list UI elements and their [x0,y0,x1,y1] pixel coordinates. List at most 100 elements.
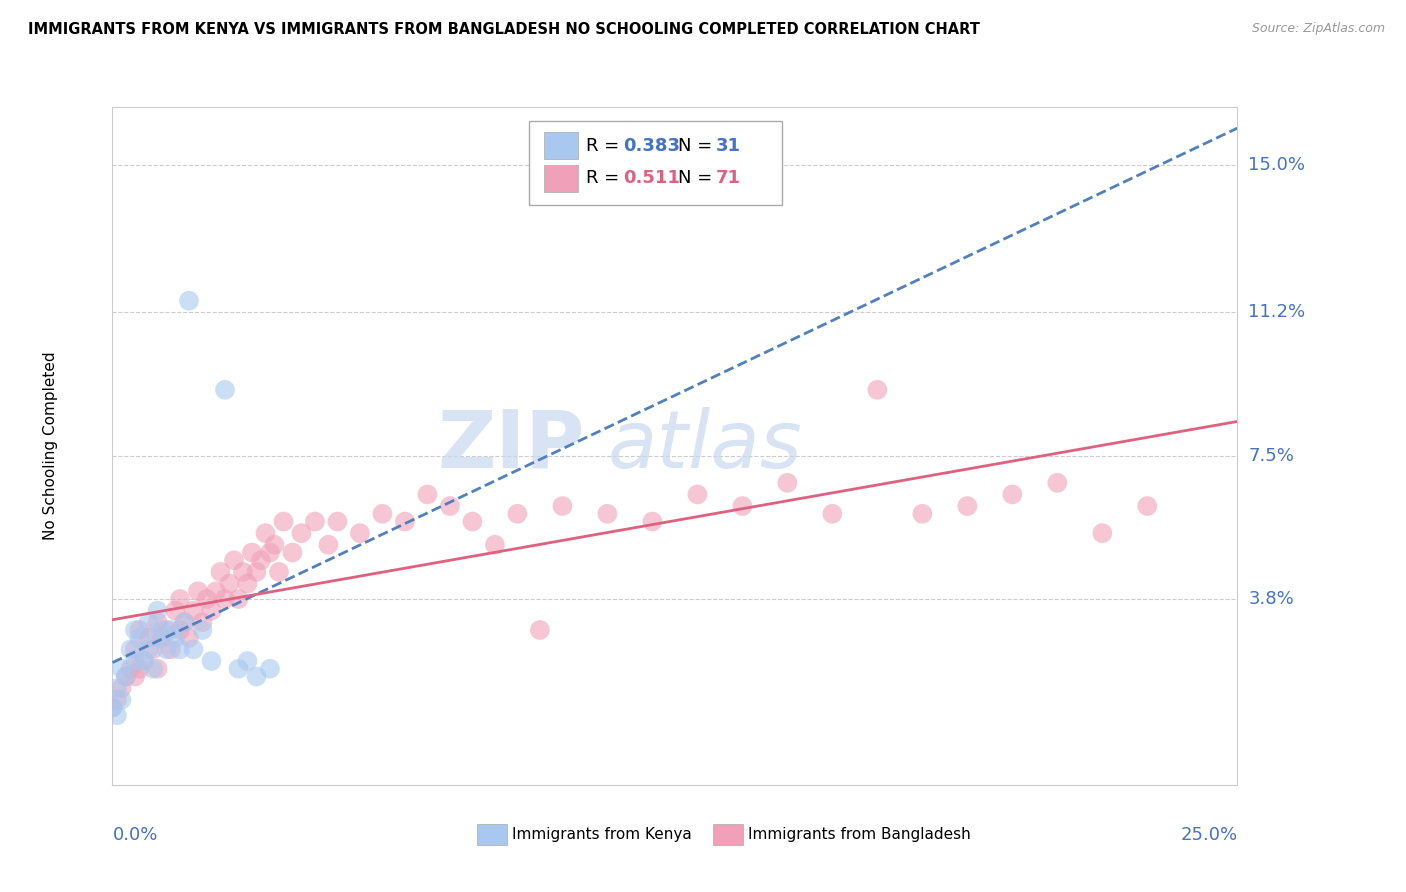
Point [146,615,169,630]
Point [110,681,132,695]
Text: 7.5%: 7.5% [1249,447,1295,465]
Point [160,623,183,637]
Point [160,642,183,657]
Point [214,592,236,607]
Point [641,515,664,529]
Point [191,623,214,637]
FancyBboxPatch shape [529,120,782,205]
Point [731,499,754,513]
Point [529,623,551,637]
Point [304,515,326,529]
Point [911,507,934,521]
Point [776,475,799,490]
Point [1136,499,1159,513]
Point [259,662,281,676]
Point [124,669,146,683]
Point [191,615,214,630]
Text: 11.2%: 11.2% [1249,303,1306,321]
Point [165,631,187,645]
Text: Source: ZipAtlas.com: Source: ZipAtlas.com [1251,22,1385,36]
Point [138,631,160,645]
Text: 31: 31 [716,136,741,154]
Point [183,604,205,618]
Point [214,383,236,397]
Point [177,293,200,308]
Point [263,538,285,552]
Point [281,545,304,559]
Point [177,631,200,645]
Point [439,499,461,513]
Point [245,669,267,683]
FancyBboxPatch shape [544,132,578,160]
Point [146,662,169,676]
Point [105,708,128,723]
Point [169,642,191,657]
FancyBboxPatch shape [713,823,744,846]
Point [155,642,177,657]
Point [240,545,263,559]
Point [110,662,132,676]
Point [236,654,259,668]
Point [150,623,173,637]
Point [101,700,124,714]
Point [506,507,529,521]
Point [105,692,128,706]
Point [236,576,259,591]
Point [155,623,177,637]
Point [318,538,340,552]
Text: 0.511: 0.511 [623,169,681,187]
Point [169,623,191,637]
Point [138,615,160,630]
Point [596,507,619,521]
Point [267,565,290,579]
Point [115,669,138,683]
Point [484,538,506,552]
Text: 25.0%: 25.0% [1180,826,1237,844]
Text: 71: 71 [716,169,741,187]
Point [228,592,250,607]
Text: ZIP: ZIP [437,407,585,485]
Point [183,642,205,657]
Point [232,565,254,579]
Text: 0.0%: 0.0% [112,826,157,844]
Point [138,642,160,657]
Text: N =: N = [678,136,716,154]
Point [200,654,222,668]
Point [169,592,191,607]
FancyBboxPatch shape [477,823,508,846]
Point [173,615,195,630]
Point [209,565,232,579]
Point [142,642,165,657]
Point [228,662,250,676]
Point [124,654,146,668]
Point [146,604,169,618]
Text: Immigrants from Bangladesh: Immigrants from Bangladesh [748,827,970,842]
Point [128,623,150,637]
Point [128,631,150,645]
Point [146,631,169,645]
Text: 3.8%: 3.8% [1249,590,1294,608]
Point [394,515,416,529]
Point [187,584,209,599]
Point [120,642,142,657]
Text: No Schooling Completed: No Schooling Completed [44,351,58,541]
Point [686,487,709,501]
Point [551,499,574,513]
Point [205,584,228,599]
Text: R =: R = [586,136,623,154]
Point [195,592,218,607]
Point [120,662,142,676]
Point [1046,475,1069,490]
Point [273,515,295,529]
Point [173,615,195,630]
Point [218,576,240,591]
Point [1001,487,1024,501]
Point [250,553,273,567]
Point [128,662,150,676]
Point [142,662,165,676]
Point [132,654,155,668]
Point [461,515,484,529]
Point [290,526,312,541]
Text: IMMIGRANTS FROM KENYA VS IMMIGRANTS FROM BANGLADESH NO SCHOOLING COMPLETED CORRE: IMMIGRANTS FROM KENYA VS IMMIGRANTS FROM… [28,22,980,37]
Point [254,526,277,541]
